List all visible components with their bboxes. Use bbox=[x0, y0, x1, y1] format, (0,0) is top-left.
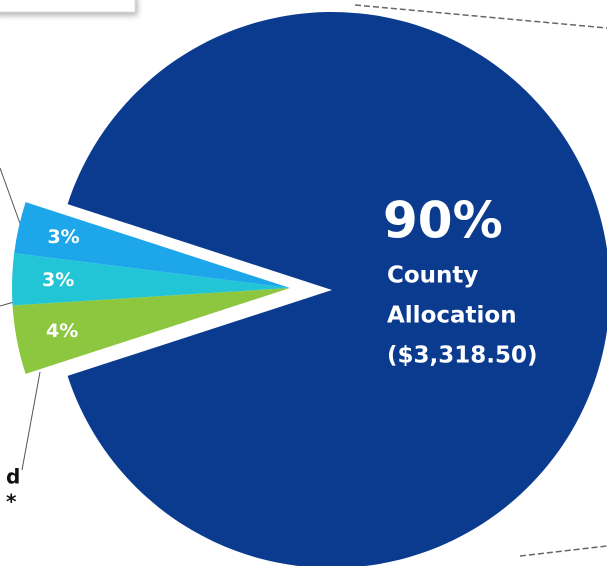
annotation: * bbox=[6, 490, 17, 514]
category-label: County bbox=[387, 263, 478, 289]
annotation: d bbox=[6, 465, 20, 489]
callout-box bbox=[0, 0, 136, 13]
pie-slice bbox=[67, 12, 607, 566]
pie-slice bbox=[14, 202, 291, 288]
leader-line bbox=[0, 301, 15, 307]
value-label: 4% bbox=[46, 320, 78, 342]
value-label: 90% bbox=[383, 192, 503, 250]
pie-slice bbox=[12, 253, 291, 306]
category-label: Allocation bbox=[387, 303, 517, 329]
value-label: 3% bbox=[42, 269, 74, 291]
pie-slice bbox=[12, 288, 290, 374]
connector-line bbox=[519, 545, 607, 557]
connector-line bbox=[354, 4, 607, 29]
value-label: 3% bbox=[47, 226, 79, 248]
leader-line bbox=[21, 371, 41, 471]
category-label: ($3,318.50) bbox=[387, 343, 538, 369]
